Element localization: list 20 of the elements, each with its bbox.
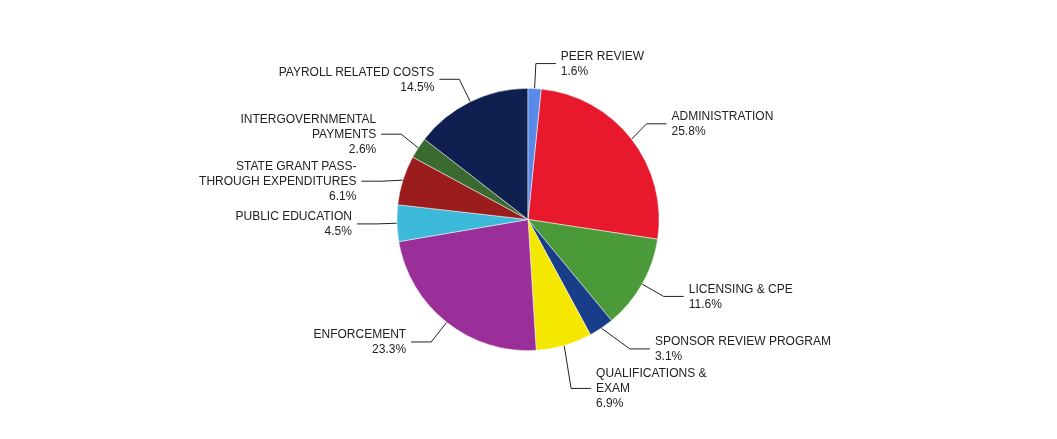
- data-label: 4.5%: [324, 224, 353, 239]
- data-label: 6.9%: [596, 396, 624, 411]
- slice-label: STATE GRANT PASS- THROUGH EXPENDITURES: [199, 159, 357, 189]
- data-label: 6.1%: [329, 189, 357, 204]
- slice-label: PUBLIC EDUCATION: [235, 209, 352, 224]
- slice-label: PEER REVIEW: [560, 49, 645, 64]
- data-label: 14.5%: [400, 79, 435, 94]
- data-label: 23.3%: [372, 342, 407, 357]
- slice-label: LICENSING & CPE: [688, 281, 793, 296]
- slice-label: SPONSOR REVIEW PROGRAM: [654, 334, 831, 349]
- data-label: 1.6%: [560, 64, 589, 79]
- slice-label: QUALIFICATIONS & EXAM: [596, 366, 707, 396]
- slice-label: ADMINISTRATION: [671, 109, 774, 124]
- data-label: 11.6%: [688, 296, 723, 311]
- data-label: 3.1%: [654, 349, 683, 364]
- slice-label: PAYROLL RELATED COSTS: [278, 64, 435, 79]
- data-label: 25.8%: [671, 124, 706, 139]
- slice-label: ENFORCEMENT: [313, 327, 407, 342]
- slice-label: INTERGOVERNMENTAL PAYMENTS: [240, 112, 377, 142]
- data-label: 2.6%: [348, 142, 377, 157]
